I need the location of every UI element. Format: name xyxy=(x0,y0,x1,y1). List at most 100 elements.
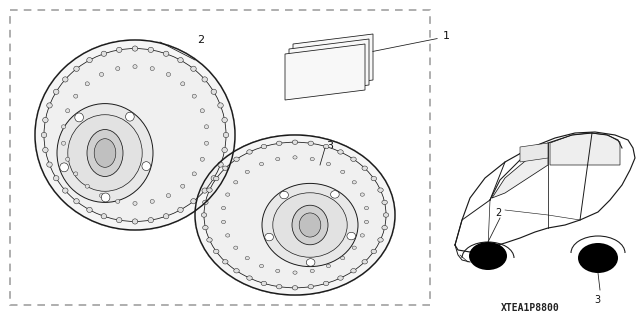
Ellipse shape xyxy=(222,147,227,152)
Ellipse shape xyxy=(192,172,196,176)
Text: 3: 3 xyxy=(326,141,333,151)
Ellipse shape xyxy=(35,132,235,161)
Ellipse shape xyxy=(74,199,79,204)
Text: 2: 2 xyxy=(495,208,501,218)
Ellipse shape xyxy=(273,193,347,257)
Ellipse shape xyxy=(60,163,68,172)
Ellipse shape xyxy=(207,188,212,192)
Ellipse shape xyxy=(101,193,110,202)
Ellipse shape xyxy=(34,39,236,231)
Ellipse shape xyxy=(163,51,169,56)
Ellipse shape xyxy=(101,51,107,56)
Ellipse shape xyxy=(578,243,618,273)
Ellipse shape xyxy=(75,113,83,122)
Ellipse shape xyxy=(116,67,120,70)
Ellipse shape xyxy=(378,188,383,192)
Ellipse shape xyxy=(54,89,59,94)
Ellipse shape xyxy=(308,285,314,289)
Ellipse shape xyxy=(203,226,208,230)
Ellipse shape xyxy=(47,162,52,167)
Text: 2: 2 xyxy=(197,35,204,45)
Ellipse shape xyxy=(211,176,216,181)
Ellipse shape xyxy=(65,157,70,161)
Ellipse shape xyxy=(364,220,369,224)
Ellipse shape xyxy=(360,234,364,237)
Ellipse shape xyxy=(44,48,226,221)
Ellipse shape xyxy=(54,176,59,181)
Ellipse shape xyxy=(293,271,297,274)
Ellipse shape xyxy=(221,220,226,224)
Ellipse shape xyxy=(300,213,321,237)
Ellipse shape xyxy=(371,176,376,181)
Ellipse shape xyxy=(469,242,507,270)
Ellipse shape xyxy=(116,47,122,53)
Text: 3: 3 xyxy=(594,295,600,305)
Ellipse shape xyxy=(292,205,328,245)
Ellipse shape xyxy=(222,117,227,122)
Ellipse shape xyxy=(47,103,52,108)
Ellipse shape xyxy=(133,201,137,205)
Ellipse shape xyxy=(323,145,329,149)
Ellipse shape xyxy=(41,132,47,137)
Ellipse shape xyxy=(378,238,383,242)
Ellipse shape xyxy=(310,157,314,161)
Ellipse shape xyxy=(331,191,339,198)
Ellipse shape xyxy=(323,281,329,286)
Text: 1: 1 xyxy=(443,31,450,41)
Ellipse shape xyxy=(245,256,250,260)
Ellipse shape xyxy=(360,193,364,196)
Text: XTEA1P8800: XTEA1P8800 xyxy=(500,303,559,313)
Ellipse shape xyxy=(280,191,289,199)
Ellipse shape xyxy=(125,112,134,121)
Ellipse shape xyxy=(223,132,228,137)
Ellipse shape xyxy=(148,47,154,53)
Ellipse shape xyxy=(61,125,66,129)
Ellipse shape xyxy=(191,199,196,204)
Ellipse shape xyxy=(276,141,282,145)
Ellipse shape xyxy=(225,193,230,196)
Ellipse shape xyxy=(133,65,137,69)
Ellipse shape xyxy=(191,66,196,71)
Ellipse shape xyxy=(292,140,298,145)
Ellipse shape xyxy=(99,72,104,77)
Ellipse shape xyxy=(43,117,48,122)
Ellipse shape xyxy=(218,103,223,108)
Ellipse shape xyxy=(326,264,331,268)
Ellipse shape xyxy=(61,141,66,145)
Ellipse shape xyxy=(116,218,122,223)
Ellipse shape xyxy=(74,66,79,71)
Ellipse shape xyxy=(234,157,239,161)
Ellipse shape xyxy=(35,40,235,230)
Ellipse shape xyxy=(245,170,250,174)
Ellipse shape xyxy=(74,172,78,176)
Ellipse shape xyxy=(201,213,207,217)
Ellipse shape xyxy=(195,135,395,295)
Ellipse shape xyxy=(340,256,345,260)
Ellipse shape xyxy=(292,286,298,290)
Polygon shape xyxy=(285,44,365,100)
Ellipse shape xyxy=(276,269,280,273)
Polygon shape xyxy=(550,133,620,165)
Polygon shape xyxy=(492,143,548,198)
Ellipse shape xyxy=(261,281,267,286)
Ellipse shape xyxy=(307,259,315,266)
Ellipse shape xyxy=(87,130,123,176)
Ellipse shape xyxy=(308,141,314,145)
Ellipse shape xyxy=(276,157,280,161)
Ellipse shape xyxy=(204,141,209,145)
Ellipse shape xyxy=(347,232,356,240)
Ellipse shape xyxy=(276,285,282,289)
Ellipse shape xyxy=(202,77,207,82)
Ellipse shape xyxy=(63,77,68,82)
Ellipse shape xyxy=(362,166,367,170)
Ellipse shape xyxy=(211,89,216,94)
Ellipse shape xyxy=(221,206,226,210)
Ellipse shape xyxy=(142,162,150,171)
Ellipse shape xyxy=(214,176,219,181)
Ellipse shape xyxy=(163,214,169,219)
Ellipse shape xyxy=(116,199,120,204)
Ellipse shape xyxy=(203,200,208,204)
Ellipse shape xyxy=(383,213,388,217)
Ellipse shape xyxy=(150,67,154,70)
Ellipse shape xyxy=(338,276,343,280)
